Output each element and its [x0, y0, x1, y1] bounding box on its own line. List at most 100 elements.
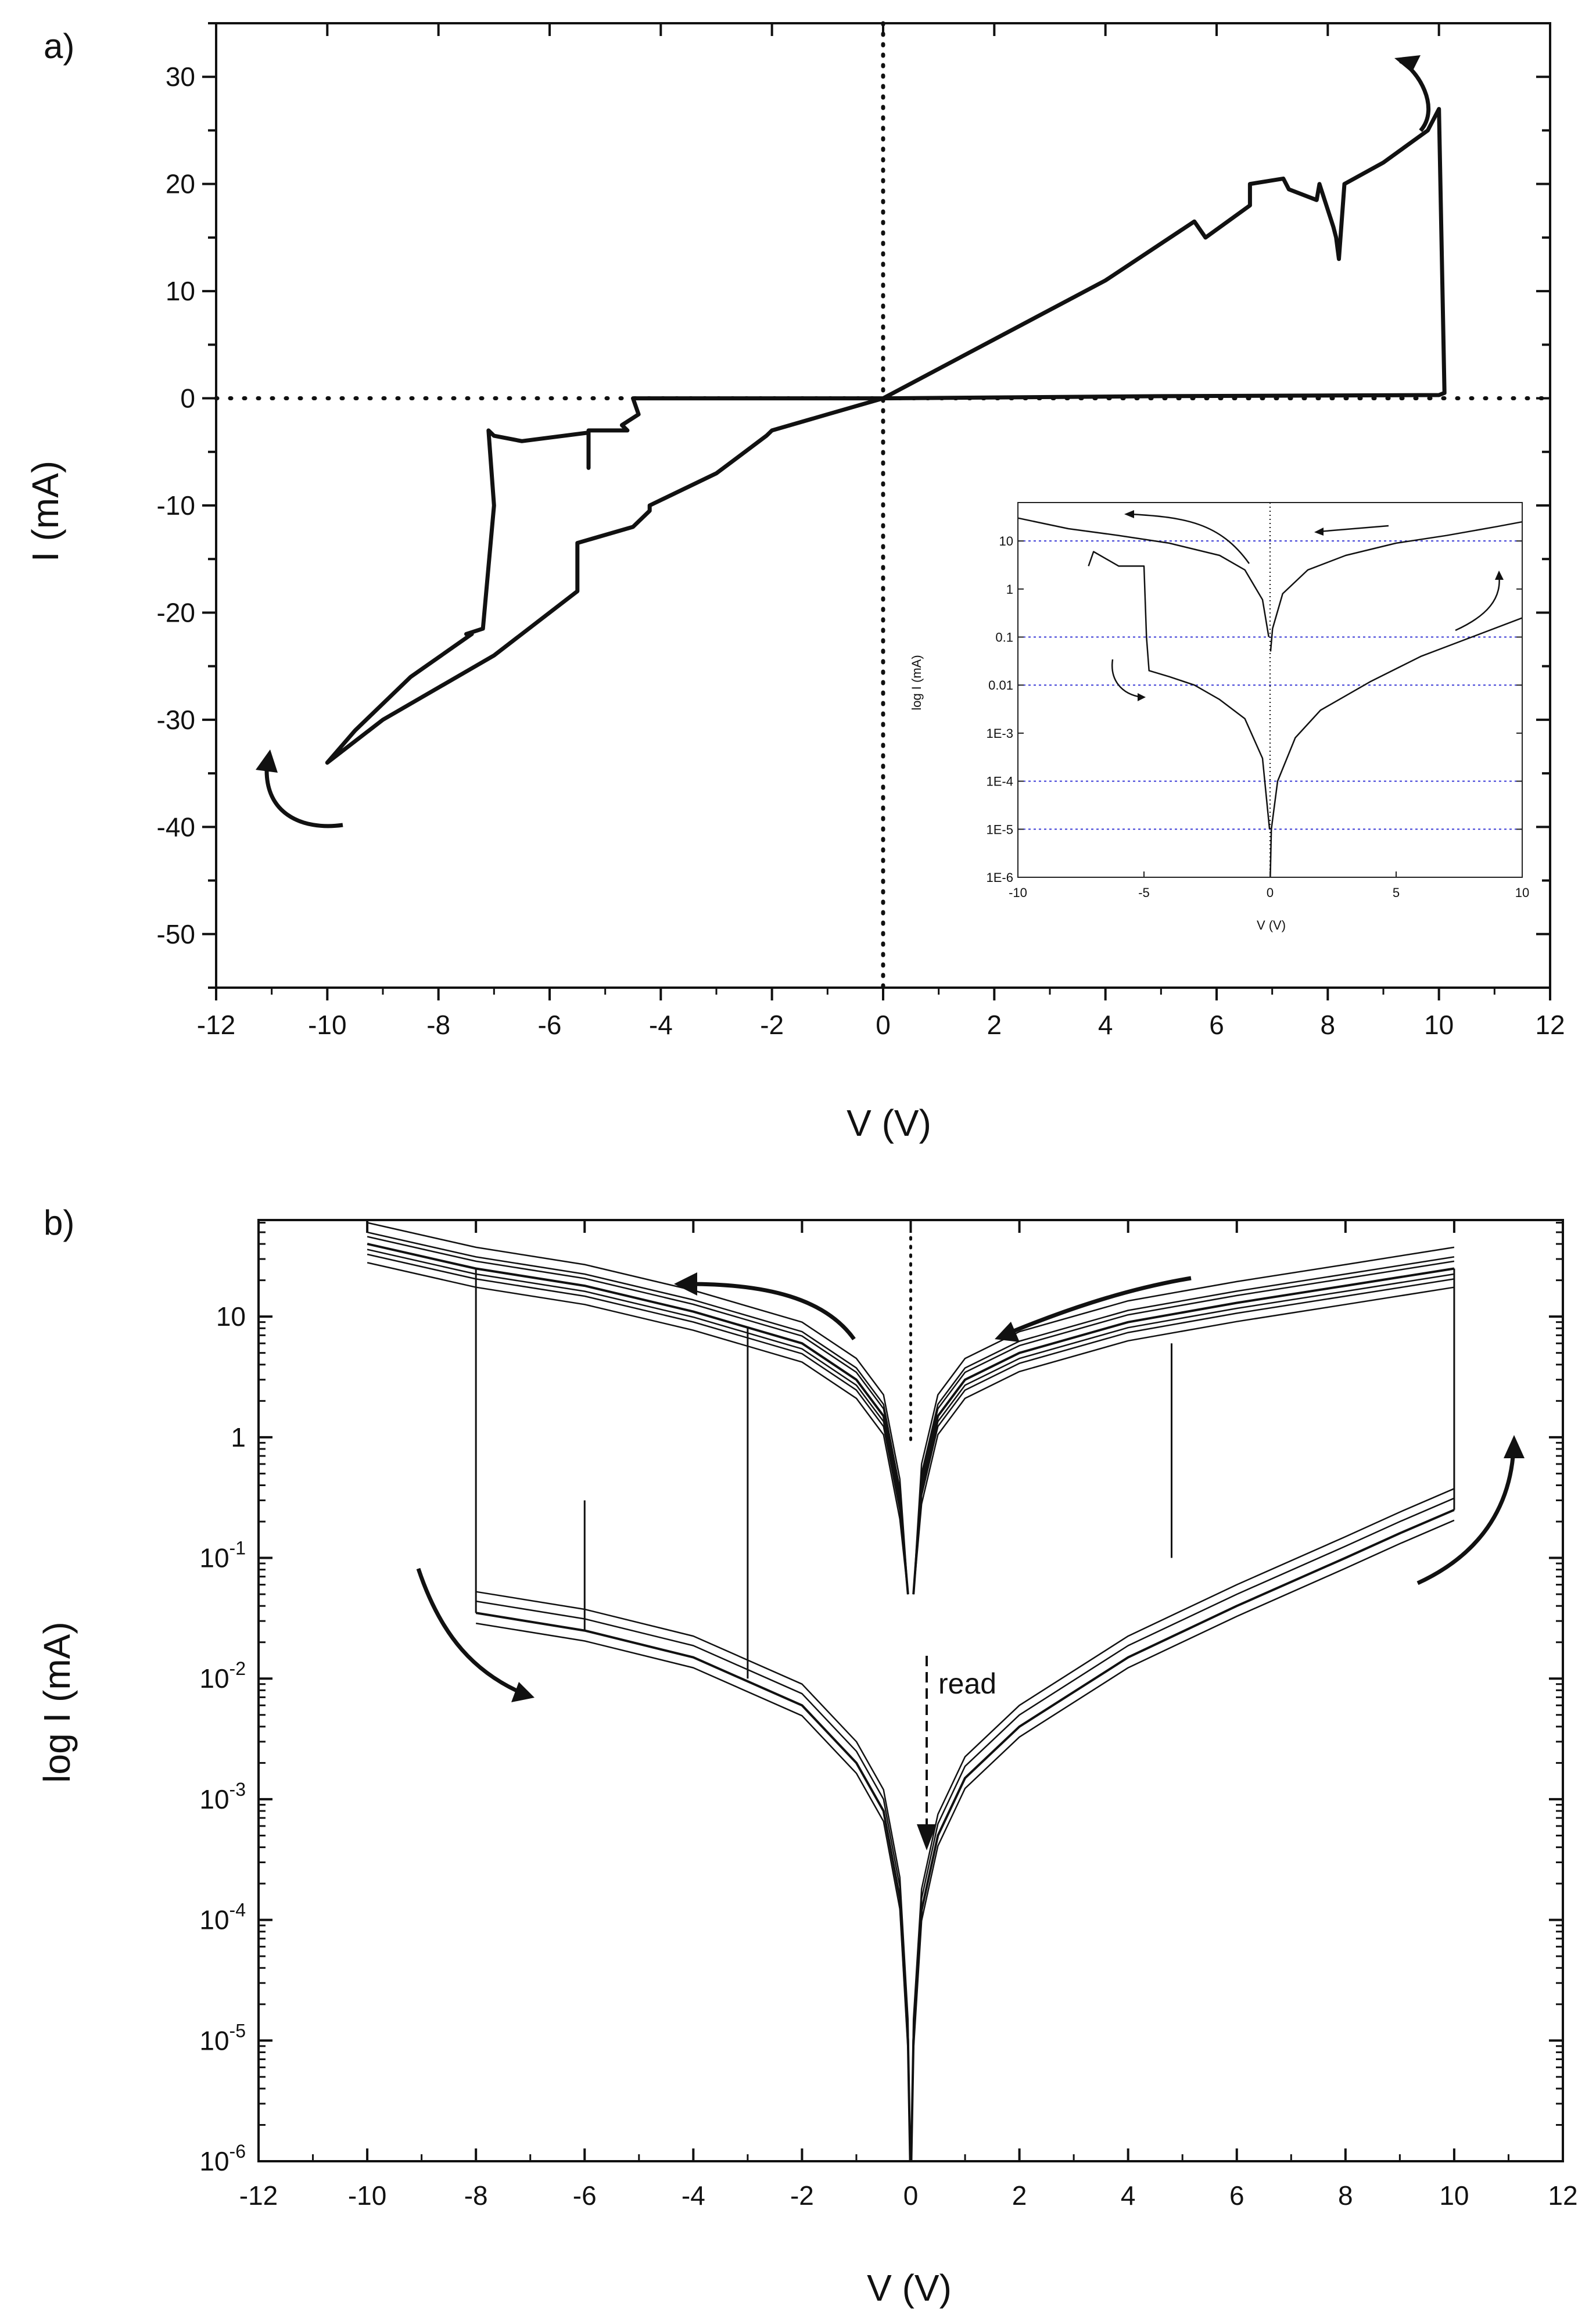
- inset-arrow-4: [1111, 659, 1142, 698]
- panel-b-series-line: [367, 1222, 909, 1595]
- panel-b-series-line: [912, 1260, 1455, 1595]
- ytick-exponent: -6: [229, 2141, 246, 2162]
- panel-b-series-line: [910, 1497, 1455, 2162]
- inset-ylabel: log I (mA): [909, 655, 924, 710]
- panel-a-axes-frame: [215, 22, 1551, 989]
- panel-b-series-line: [367, 1231, 909, 1595]
- panel-b-xtick-label: 2: [1012, 2180, 1027, 2211]
- read-arrowhead: [917, 1824, 937, 1850]
- panel-a-ytick-label: -20: [157, 597, 195, 627]
- inset-arrowhead-2: [1124, 510, 1134, 518]
- panel-a-xtick-label: 6: [1209, 1010, 1224, 1040]
- inset-series-line: [1088, 551, 1271, 830]
- inset-series-line: [1269, 617, 1523, 878]
- panel-b-series-line: [912, 1286, 1455, 1595]
- panel-a-arrow-bottom-left: [264, 760, 343, 828]
- panel-b-ytick-label: 10-1: [199, 1538, 246, 1573]
- panel-b-series-line: [367, 1253, 909, 1595]
- panel-a-xtick-label: 12: [1535, 1010, 1565, 1040]
- panel-a-xtick-label: 10: [1424, 1010, 1454, 1040]
- panel-b-xtick-label: 0: [903, 2180, 919, 2211]
- panel-a-series-line: [325, 107, 1447, 765]
- panel-b-ytick-label: 10-3: [199, 1779, 246, 1814]
- ytick-base: 1: [231, 1422, 246, 1452]
- ytick-base: 10: [199, 1663, 229, 1694]
- inset-arrow-2: [1129, 513, 1250, 564]
- inset-xlabel: V (V): [1257, 918, 1286, 932]
- panel-a-ytick-label: -10: [157, 490, 195, 521]
- inset-arrow-1: [1318, 525, 1389, 533]
- inset-grid: [1018, 503, 1522, 877]
- panel-b-arrow-upper-right: [1007, 1276, 1192, 1336]
- panel-a-xtick-label: -4: [649, 1010, 673, 1040]
- panel-a-xtick-label: -2: [760, 1010, 784, 1040]
- panel-a-ytick-label: 20: [166, 169, 195, 199]
- ytick-exponent: -3: [229, 1779, 246, 1800]
- panel-b-series: [367, 1222, 1455, 2162]
- panel-b-ytick-label: 10-4: [199, 1900, 246, 1935]
- ytick-exponent: -5: [229, 2020, 246, 2041]
- panel-b-series-line: [367, 1243, 909, 1595]
- panel-b-series-line: [476, 1591, 911, 2162]
- panel-b-ytick-label: 10-2: [199, 1658, 246, 1694]
- inset-arrowhead-3: [1495, 571, 1504, 580]
- panel-b-ytick-label: 10-6: [199, 2141, 246, 2176]
- inset-ytick-label: 1E-6: [987, 870, 1013, 885]
- panel-a-xtick-label: -10: [308, 1010, 346, 1040]
- panel-a-xtick-label: -8: [426, 1010, 450, 1040]
- inset-ytick-label: 1: [1006, 582, 1013, 597]
- inset-xtick-label: -10: [1009, 885, 1027, 900]
- inset-ytick-label: 0.01: [988, 678, 1013, 693]
- ytick-base: 10: [216, 1301, 246, 1332]
- panel-b-label: b): [44, 1203, 74, 1242]
- inset-axes-frame: [1017, 502, 1523, 878]
- inset-ytick-label: 1E-3: [987, 726, 1013, 741]
- panel-a-label: a): [44, 27, 74, 66]
- inset-ticks: -10 -5 0 5 10 10 1 0.1 0.01 1E-3 1E-4 1E-5 1E-6: [987, 534, 1530, 900]
- panel-b-series-line: [367, 1236, 909, 1595]
- panel-a-xtick-label: 4: [1098, 1010, 1113, 1040]
- panel-a-xtick-label: 2: [987, 1010, 1002, 1040]
- inset-arrowhead-1: [1314, 528, 1324, 536]
- panel-b-arrowhead-upper-left: [674, 1272, 697, 1296]
- panel-a-reference-lines: [214, 21, 1552, 990]
- inset-ytick-label: 10: [999, 534, 1013, 548]
- panel-b-arrow-lower-left: [416, 1567, 524, 1696]
- panel-b-xtick-label: -10: [348, 2180, 386, 2211]
- panel-a-ytick-label: -30: [157, 705, 195, 735]
- inset-arrowhead-4: [1138, 693, 1146, 701]
- inset-ytick-label: 1E-4: [987, 774, 1013, 789]
- panel-a-ytick-label: 30: [166, 62, 195, 92]
- panel-a: a) I (mA) V (V) -12 -10 -8 -6 -4 -2 0 2 4 6 8 10 123…: [24, 21, 1565, 1144]
- panel-b: b) log I (mA) V (V) -12 -10 -8 -6 -4 -2 0 2 4 6 8 1…: [36, 1203, 1578, 2309]
- panel-a-ylabel: I (mA): [24, 461, 66, 562]
- panel-a-inset: log I (mA) V (V) -10 -5 0 5 10 10 1 0.1 0.01 1E-3…: [909, 502, 1530, 932]
- panel-a-xtick-label: -6: [538, 1010, 562, 1040]
- read-annotation: read: [938, 1667, 996, 1700]
- panel-a-arrowhead-top-right: [1394, 55, 1421, 73]
- panel-b-xtick-label: -6: [573, 2180, 597, 2211]
- panel-b-xtick-label: -12: [239, 2180, 278, 2211]
- panel-b-ylabel: log I (mA): [36, 1622, 78, 1782]
- panel-a-ytick-label: 10: [166, 276, 195, 306]
- ytick-exponent: -4: [229, 1900, 246, 1921]
- panel-b-arrow-right: [1416, 1449, 1516, 1585]
- panel-b-series-line: [475, 1600, 911, 2162]
- panel-b-xtick-label: 6: [1229, 2180, 1244, 2211]
- ytick-base: 10: [199, 2146, 229, 2176]
- panel-b-ytick-label: 10: [216, 1301, 246, 1332]
- panel-b-series-line: [912, 1246, 1455, 1595]
- panel-b-ytick-label: 10-5: [199, 2020, 246, 2055]
- ytick-exponent: -1: [229, 1538, 246, 1559]
- inset-ytick-label: 1E-5: [987, 822, 1013, 837]
- panel-b-ticks: -12 -10 -8 -6 -4 -2 0 2 4 6 8 10 1210110-110-210-310…: [199, 1220, 1578, 2211]
- ytick-exponent: -2: [229, 1658, 246, 1679]
- panel-b-series-line: [475, 1612, 912, 2162]
- panel-b-ytick-label: 1: [231, 1422, 246, 1452]
- panel-b-series-line: [912, 1267, 1455, 1595]
- panel-a-xlabel: V (V): [847, 1102, 931, 1144]
- panel-b-arrowhead-lower-left: [511, 1682, 535, 1702]
- inset-xtick-label: 10: [1515, 885, 1529, 900]
- panel-b-series-line: [475, 1622, 911, 2162]
